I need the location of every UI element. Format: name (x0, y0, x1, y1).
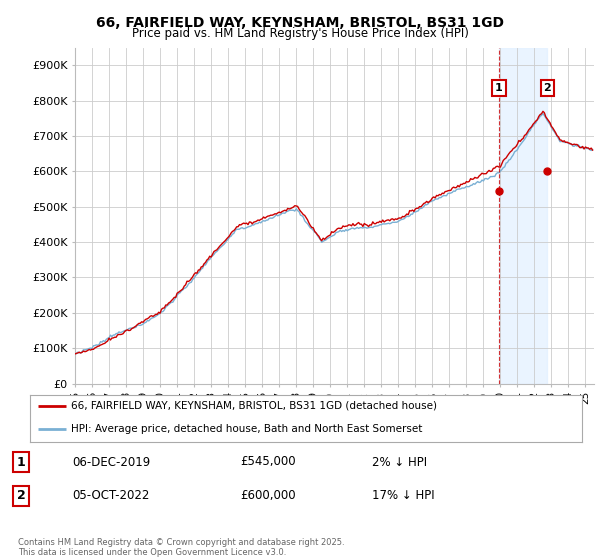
Text: £545,000: £545,000 (240, 455, 296, 469)
Text: 2: 2 (17, 489, 25, 502)
Text: 06-DEC-2019: 06-DEC-2019 (72, 455, 150, 469)
Text: 66, FAIRFIELD WAY, KEYNSHAM, BRISTOL, BS31 1GD: 66, FAIRFIELD WAY, KEYNSHAM, BRISTOL, BS… (96, 16, 504, 30)
Text: £600,000: £600,000 (240, 489, 296, 502)
Text: Price paid vs. HM Land Registry's House Price Index (HPI): Price paid vs. HM Land Registry's House … (131, 27, 469, 40)
Text: 2: 2 (544, 83, 551, 93)
Text: Contains HM Land Registry data © Crown copyright and database right 2025.
This d: Contains HM Land Registry data © Crown c… (18, 538, 344, 557)
Text: 1: 1 (495, 83, 503, 93)
Text: 2% ↓ HPI: 2% ↓ HPI (372, 455, 427, 469)
Text: HPI: Average price, detached house, Bath and North East Somerset: HPI: Average price, detached house, Bath… (71, 424, 423, 434)
Text: 1: 1 (17, 455, 25, 469)
Text: 17% ↓ HPI: 17% ↓ HPI (372, 489, 434, 502)
Bar (499, 48, 547, 384)
Text: 05-OCT-2022: 05-OCT-2022 (72, 489, 149, 502)
Text: 66, FAIRFIELD WAY, KEYNSHAM, BRISTOL, BS31 1GD (detached house): 66, FAIRFIELD WAY, KEYNSHAM, BRISTOL, BS… (71, 401, 437, 410)
